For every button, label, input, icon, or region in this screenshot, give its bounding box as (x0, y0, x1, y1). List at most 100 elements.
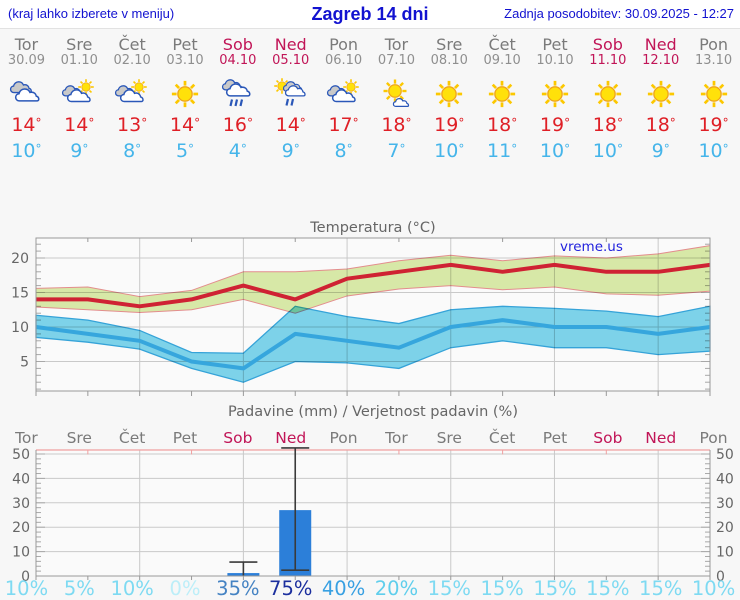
high-temp: 18° (645, 114, 676, 136)
precip-probability-label: 5% (64, 577, 95, 600)
precip-axis-ticks (35, 453, 711, 580)
degree-symbol: ° (616, 116, 623, 130)
day-column[interactable]: Sre 08.10 19° 10° (423, 30, 476, 163)
precip-probability-label: 20% (375, 577, 418, 600)
precip-day-label: Čet (119, 428, 145, 447)
high-temp: 18° (487, 114, 518, 136)
precip-day-label: Pet (173, 429, 197, 447)
tmax-line (36, 262, 711, 309)
degree-symbol: ° (564, 142, 571, 156)
precip-day-label: Ned (275, 429, 306, 447)
day-column[interactable]: Čet 02.10 13° 8° (106, 30, 159, 163)
degree-symbol: ° (405, 116, 412, 130)
day-column[interactable]: Tor 07.10 18° 7° (370, 30, 423, 163)
day-column[interactable]: Pet 10.10 19° 10° (529, 30, 582, 163)
precip-probability-label: 40% (322, 577, 365, 600)
day-column[interactable]: Čet 09.10 18° 11° (476, 30, 529, 163)
degree-symbol: ° (82, 142, 89, 156)
day-column[interactable]: Pet 03.10 14° 5° (159, 30, 212, 163)
day-date: 13.10 (694, 53, 733, 68)
temperature-chart: 5 10 15 20 Temperatura (°C) vreme.us (11, 220, 711, 396)
weather-icon-sunny (536, 78, 574, 110)
day-date: 02.10 (113, 53, 151, 68)
degree-symbol: ° (135, 142, 142, 156)
svg-text:40: 40 (716, 471, 734, 487)
precip-day-label: Sre (67, 429, 92, 447)
day-column[interactable]: Sob 04.10 16° 4° (211, 30, 264, 163)
precip-probability-label: 15% (428, 577, 471, 600)
day-date: 06.10 (324, 53, 363, 68)
weather-icon-mostly-sunny (377, 78, 415, 110)
day-column[interactable]: Ned 05.10 14° 9° (264, 30, 317, 163)
temp-chart-title: Temperatura (°C) (309, 220, 435, 236)
day-column[interactable]: Ned 12.10 18° 9° (634, 30, 687, 163)
precip-day-label: Tor (14, 429, 38, 447)
precip-probability-label: 15% (639, 577, 682, 600)
degree-symbol: ° (399, 142, 406, 156)
day-name: Ned (274, 35, 307, 54)
day-date: 09.10 (483, 53, 521, 68)
temp-y-axis-labels: 5 10 15 20 (11, 251, 29, 371)
precip-chart-title: Padavine (mm) / Verjetnost padavin (%) (228, 404, 518, 420)
svg-text:0: 0 (21, 569, 30, 585)
day-column[interactable]: Sre 01.10 14° 9° (53, 30, 106, 163)
precipitation-chart: Padavine (mm) / Verjetnost padavin (%) To… (5, 404, 735, 600)
weather-icon-rain (219, 78, 257, 110)
day-date: 07.10 (377, 53, 416, 68)
forecast-strip: Tor 30.09 14° 10° Sre 01.10 14° 9° Čet 0… (0, 30, 740, 163)
precip-y-axis-labels: 0 0 10 10 20 20 30 30 40 40 50 50 (12, 447, 734, 585)
high-temp: 13° (117, 114, 148, 136)
precip-probabilities: 10% 5% 10% 0% 35% 75% 40% 20% 15% 15% 15% 15% 15% 10% (5, 577, 735, 600)
day-date: 12.10 (642, 53, 680, 68)
day-column[interactable]: Pon 06.10 17° 8° (317, 30, 370, 163)
precip-probability-label: 15% (533, 577, 576, 600)
svg-text:10: 10 (11, 320, 29, 336)
weather-icon-partly-cloudy (60, 78, 98, 110)
high-temp: 14° (11, 114, 42, 136)
degree-symbol: ° (88, 116, 95, 130)
svg-text:30: 30 (716, 496, 734, 512)
weather-icon-sunny (589, 78, 627, 110)
precip-probability-label: 15% (480, 577, 523, 600)
precip-day-label: Čet (489, 428, 515, 447)
weather-icon-cloudy (7, 78, 45, 110)
precip-whiskers (229, 447, 310, 576)
day-column[interactable]: Pon 13.10 19° 10° (687, 30, 740, 163)
high-temp: 16° (222, 114, 253, 136)
day-name: Ned (644, 35, 677, 54)
degree-symbol: ° (240, 142, 247, 156)
day-column[interactable]: Sob 11.10 18° 10° (581, 30, 634, 163)
precip-plot-area (36, 450, 710, 576)
degree-symbol: ° (511, 116, 518, 130)
precip-day-label: Sob (223, 429, 252, 447)
day-name: Sob (222, 35, 253, 54)
svg-text:20: 20 (11, 251, 29, 267)
day-date: 04.10 (219, 53, 257, 68)
low-temp: 10° (11, 140, 42, 162)
day-name: Čet (118, 35, 146, 54)
day-name: Tor (14, 35, 39, 54)
weather-icon-sunny (695, 78, 733, 110)
precip-day-label: Ned (645, 429, 676, 447)
last-update-text: Zadnja posodobitev: 30.09.2025 - 12:27 (504, 6, 734, 21)
precip-probability-label: 35% (216, 577, 259, 600)
degree-symbol: ° (293, 142, 300, 156)
degree-symbol: ° (194, 116, 201, 130)
day-column[interactable]: Tor 30.09 14° 10° (0, 30, 53, 163)
degree-symbol: ° (346, 142, 353, 156)
precip-probability-label: 0% (170, 577, 201, 600)
low-temp: 5° (175, 140, 195, 162)
degree-symbol: ° (458, 116, 465, 130)
low-temp: 8° (123, 140, 142, 162)
precip-probability-label: 15% (586, 577, 629, 600)
high-temp: 19° (698, 114, 729, 136)
weather-icon-sunny (430, 78, 468, 110)
high-temp: 14° (64, 114, 95, 136)
low-temp: 9° (651, 140, 670, 162)
day-date: 08.10 (430, 53, 468, 68)
svg-text:0: 0 (716, 569, 725, 585)
day-date: 10.10 (536, 53, 574, 68)
temp-plot-border (35, 237, 711, 392)
watermark-link[interactable]: vreme.us (560, 239, 623, 255)
